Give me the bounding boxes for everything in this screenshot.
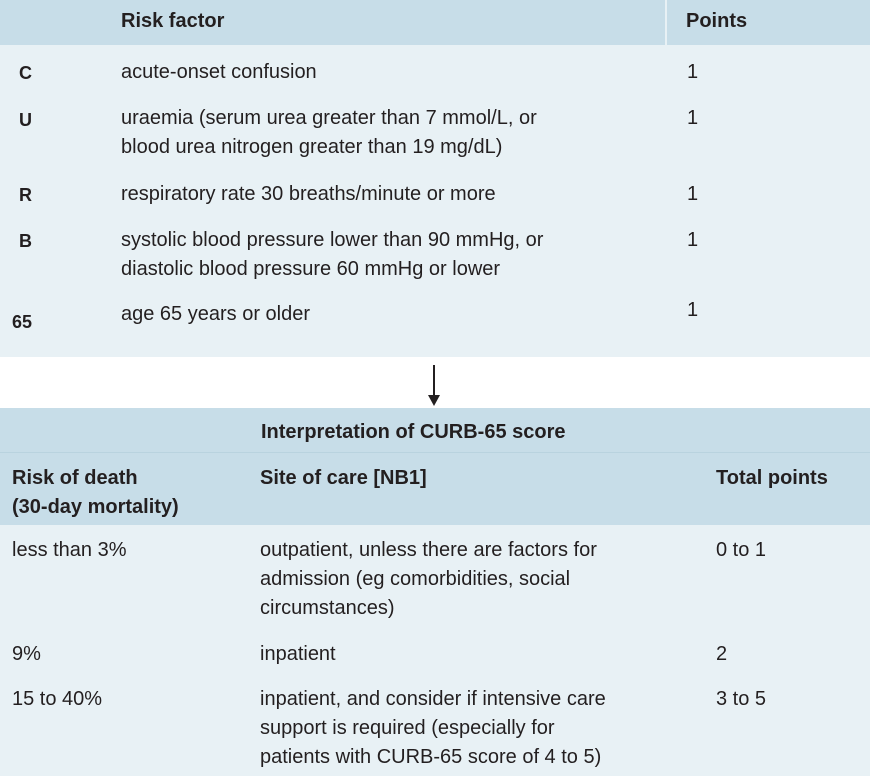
description-line: respiratory rate 30 breaths/minute or mo…: [121, 183, 496, 205]
points-header: Points: [686, 10, 748, 32]
risk-of-death-header: Risk of death (30-day mortality): [12, 464, 179, 522]
description-line: diastolic blood pressure 60 mmHg or lowe…: [121, 258, 501, 280]
risk-points-r: 1: [687, 183, 699, 205]
risk-letter-c: C: [19, 63, 32, 83]
description-line: uraemia (serum urea greater than 7 mmol/…: [121, 107, 537, 129]
mortality-risk-moderate: 9%: [12, 643, 41, 665]
interpretation-title: Interpretation of CURB-65 score: [261, 421, 566, 443]
site-of-care-header: Site of care [NB1]: [260, 467, 427, 489]
interpretation-table: Interpretation of CURB-65 score Risk of …: [0, 408, 870, 776]
risk-description-65: age 65 years or older: [121, 300, 310, 329]
description-line: blood urea nitrogen greater than 19 mg/d…: [121, 136, 503, 158]
total-points-high: 3 to 5: [716, 688, 767, 710]
mortality-risk-low: less than 3%: [12, 539, 127, 561]
site-line: patients with CURB-65 score of 4 to 5): [260, 746, 602, 768]
description-line: acute-onset confusion: [121, 61, 317, 83]
risk-points-65: 1: [687, 299, 699, 321]
total-points-moderate: 2: [716, 643, 728, 665]
total-points-low: 0 to 1: [716, 539, 767, 561]
risk-letter-65: 65: [12, 312, 33, 332]
risk-description-c: acute-onset confusion: [121, 58, 317, 87]
risk-points-c: 1: [687, 61, 699, 83]
site-line: admission (eg comorbidities, social: [260, 568, 571, 590]
risk-letter-u: U: [19, 110, 32, 130]
total-points-header: Total points: [716, 467, 828, 489]
interpretation-header-area: [0, 408, 870, 525]
risk-factor-table: Risk factor Points C acute-onset confusi…: [0, 0, 870, 357]
risk-letter-b: B: [19, 231, 32, 251]
site-line: support is required (especially for: [260, 717, 555, 739]
site-line: inpatient, and consider if intensive car…: [260, 688, 606, 710]
risk-description-u: uraemia (serum urea greater than 7 mmol/…: [121, 104, 537, 162]
site-of-care-low: outpatient, unless there are factors for…: [260, 536, 597, 623]
risk-points-b: 1: [687, 229, 699, 251]
risk-description-r: respiratory rate 30 breaths/minute or mo…: [121, 180, 496, 209]
description-line: age 65 years or older: [121, 303, 311, 325]
down-arrow-icon: [428, 365, 440, 406]
risk-factor-header-row: [0, 0, 870, 45]
risk-factor-header: Risk factor: [121, 10, 225, 32]
risk-letter-r: R: [19, 185, 32, 205]
header-line: Risk of death: [12, 467, 138, 489]
header-column-divider: [665, 0, 667, 45]
site-line: inpatient: [260, 643, 336, 665]
risk-points-u: 1: [687, 107, 699, 129]
site-of-care-high: inpatient, and consider if intensive car…: [260, 685, 606, 772]
site-of-care-moderate: inpatient: [260, 640, 336, 669]
site-line: circumstances): [260, 597, 395, 619]
header-line: (30-day mortality): [12, 496, 179, 518]
mortality-risk-high: 15 to 40%: [12, 688, 103, 710]
site-line: outpatient, unless there are factors for: [260, 539, 597, 561]
risk-description-b: systolic blood pressure lower than 90 mm…: [121, 226, 543, 284]
header-divider: [0, 452, 870, 453]
description-line: systolic blood pressure lower than 90 mm…: [121, 229, 544, 251]
